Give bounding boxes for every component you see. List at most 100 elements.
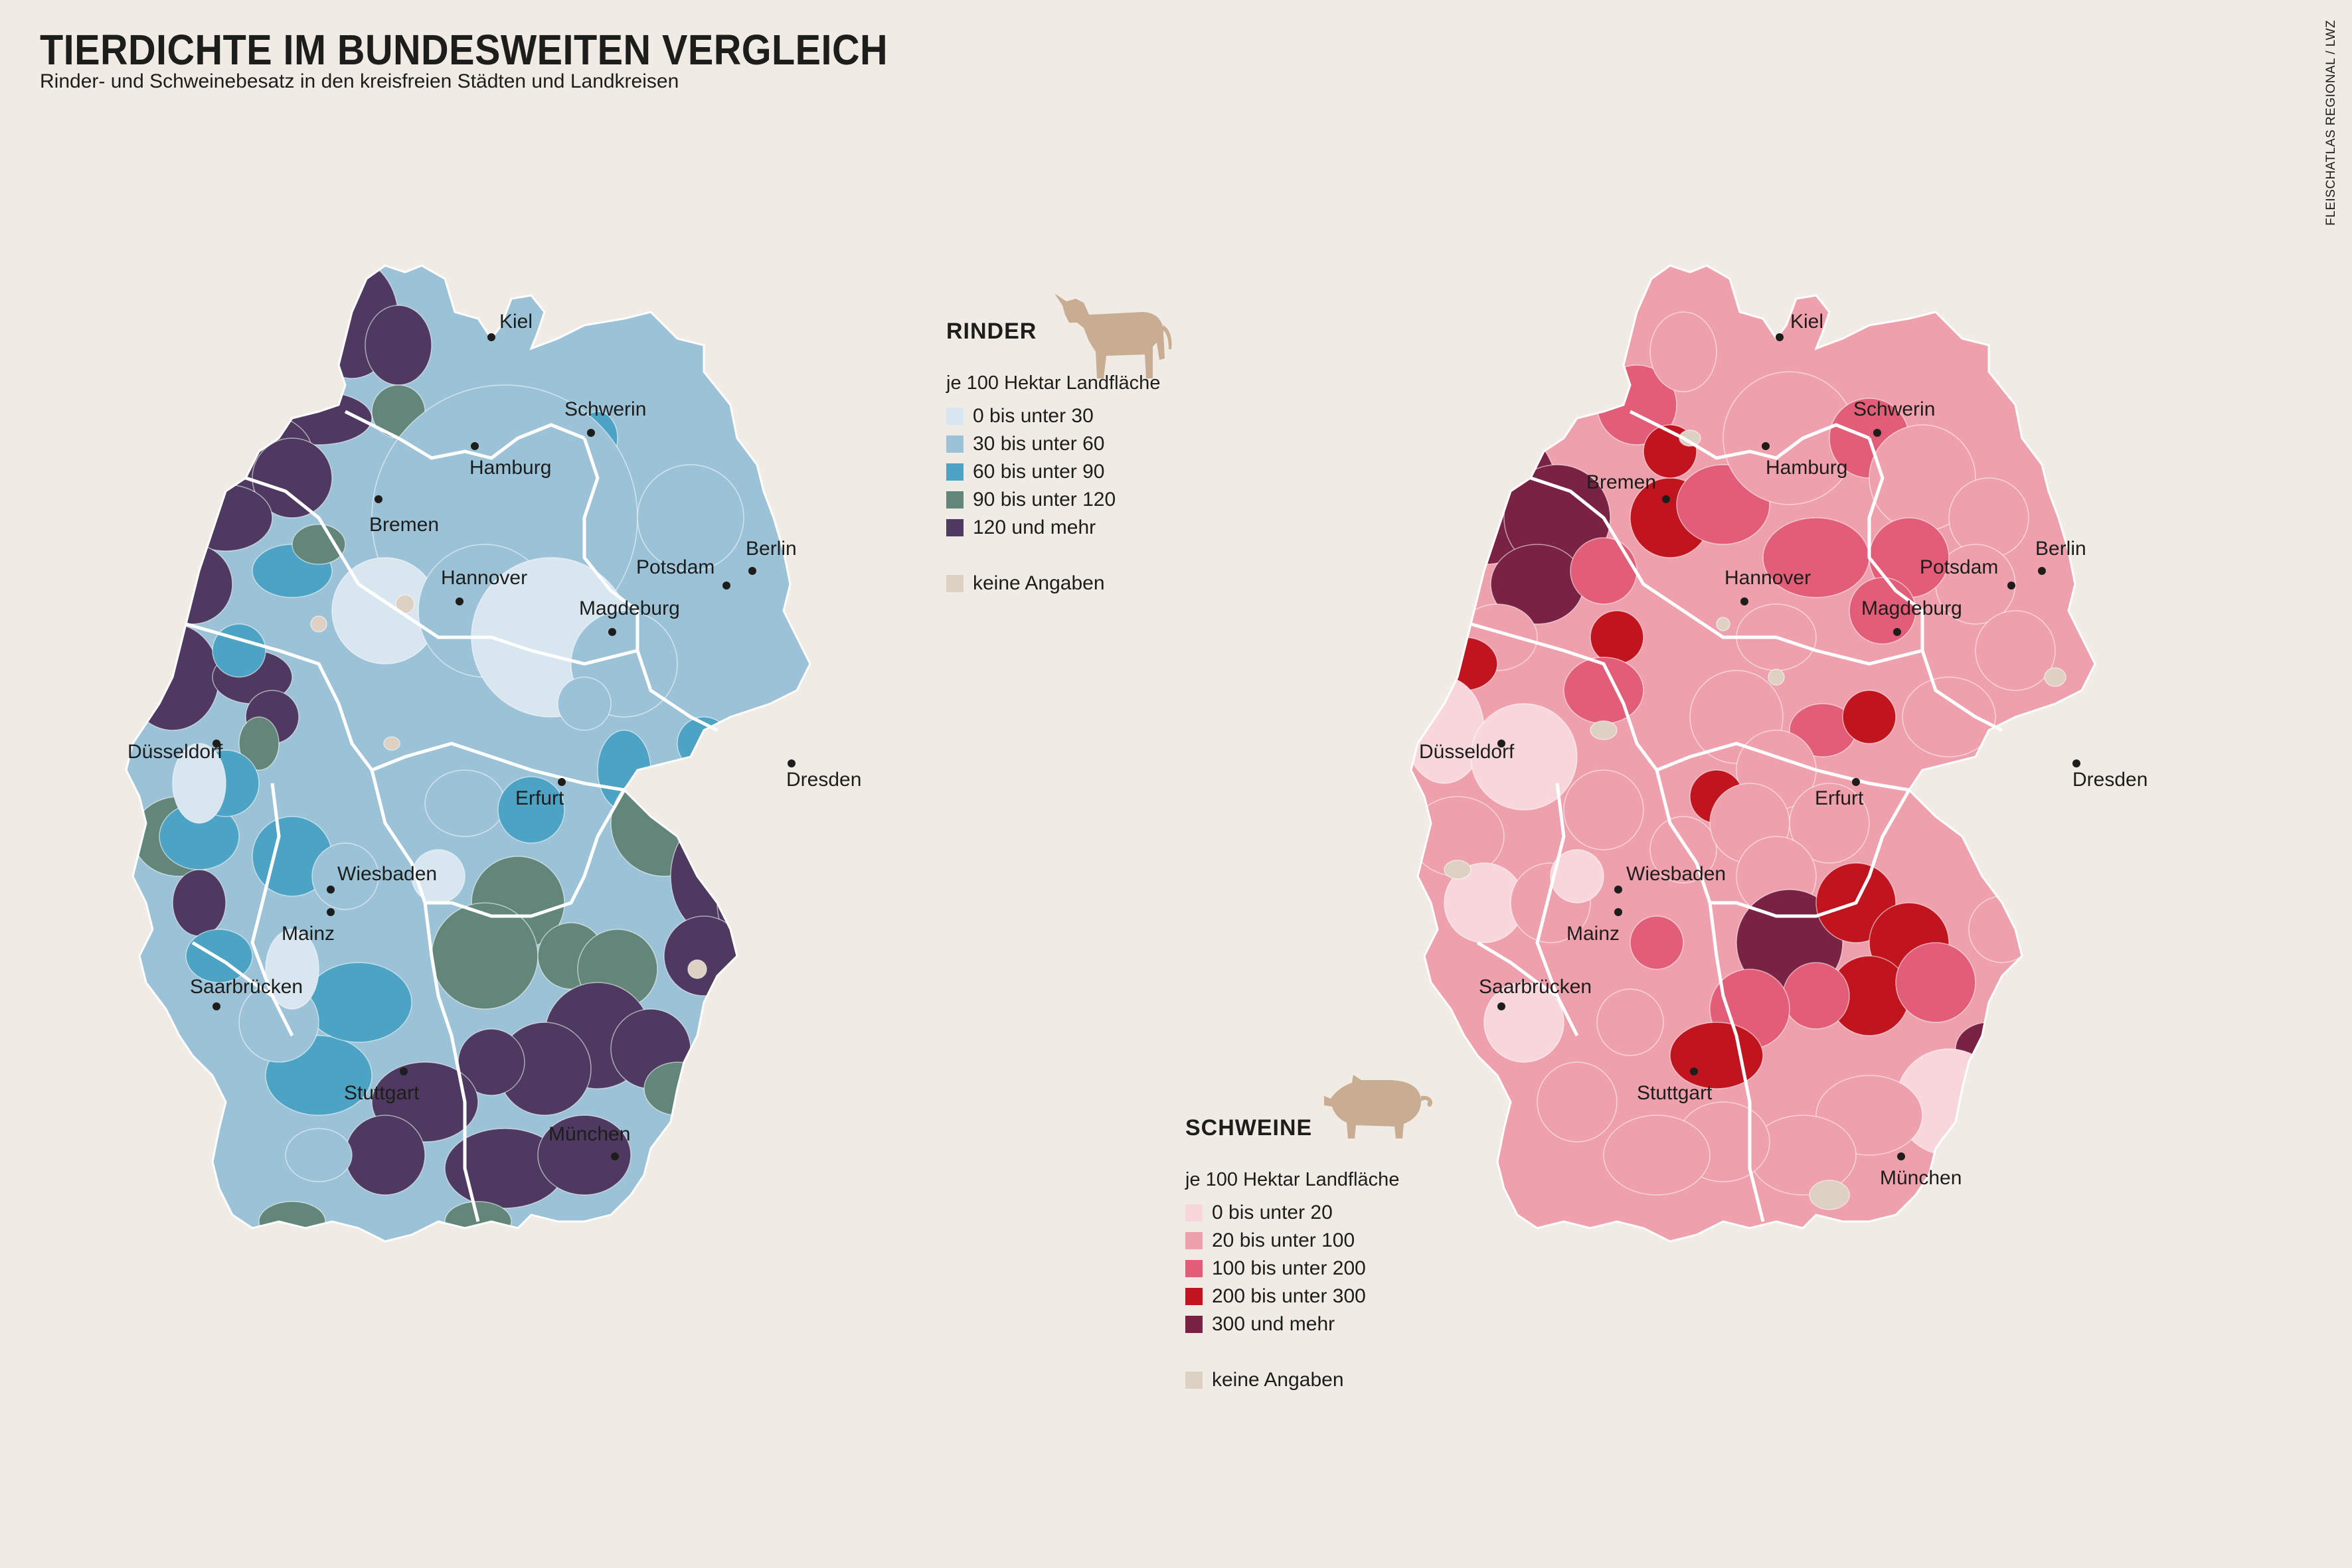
schweine-state-borders <box>1470 410 2003 1222</box>
state-border <box>1710 789 1911 918</box>
city-label: Mainz <box>282 923 335 945</box>
state-border <box>1920 650 2003 732</box>
district-region <box>1975 610 2056 691</box>
district-region <box>1590 720 1618 740</box>
district-region <box>1968 896 2036 963</box>
rinder-legend-item: 120 und mehr <box>946 514 1160 542</box>
legend-label: 300 und mehr <box>1212 1313 1335 1335</box>
district-region <box>1570 537 1638 605</box>
rinder-state-borders <box>185 410 718 1222</box>
city-label: Magdeburg <box>1861 597 1962 619</box>
city-label: Hannover <box>441 567 527 589</box>
city-label: Saarbrücken <box>1479 976 1592 998</box>
district-region <box>1470 703 1578 811</box>
rinder-legend-item: 30 bis unter 60 <box>946 430 1160 458</box>
city-label: Hamburg <box>1766 457 1847 479</box>
city-marker <box>1614 886 1622 894</box>
state-border <box>1470 622 1658 771</box>
district-region <box>1550 849 1604 903</box>
district-region <box>172 743 226 824</box>
district-region <box>663 915 744 996</box>
page-title: TIERDICHTE IM BUNDESWEITEN VERGLEICH <box>40 26 888 74</box>
city-label: Saarbrücken <box>190 976 303 998</box>
city-label: Dresden <box>2072 769 2147 791</box>
city-marker <box>1776 333 1784 341</box>
pig-icon <box>1324 1075 1433 1138</box>
district-region <box>365 305 432 386</box>
city-marker <box>1897 1152 1905 1160</box>
state-border <box>250 783 294 1037</box>
state-border <box>635 650 718 732</box>
city-marker <box>788 759 796 767</box>
district-region <box>1470 272 1551 366</box>
city-marker <box>456 597 463 605</box>
legend-label: 90 bis unter 120 <box>973 489 1116 510</box>
district-region <box>1483 982 1564 1063</box>
schweine-legend-item: 300 und mehr <box>1185 1310 1399 1338</box>
legend-swatch <box>1185 1204 1203 1221</box>
legend-label: 120 und mehr <box>973 516 1096 538</box>
rinder-legend: RINDER je 100 Hektar Landfläche 0 bis un… <box>946 319 1160 597</box>
city-label: Kiel <box>1790 311 1823 333</box>
city-label: Wiesbaden <box>337 863 437 885</box>
legend-swatch <box>946 575 964 592</box>
state-border <box>191 941 274 998</box>
state-border <box>1656 742 1910 792</box>
city-label: Düsseldorf <box>127 741 223 763</box>
city-marker <box>400 1067 408 1075</box>
legend-swatch <box>946 463 964 481</box>
legend-label: keine Angaben <box>1212 1369 1344 1391</box>
cow-icon <box>1054 293 1172 378</box>
district-region <box>537 1115 631 1196</box>
city-marker <box>1690 1067 1698 1075</box>
city-marker <box>327 886 335 894</box>
city-marker <box>327 908 335 916</box>
district-region <box>1995 982 2076 1063</box>
city-marker <box>471 442 479 450</box>
district-region <box>1948 477 2029 558</box>
city-label: München <box>548 1123 630 1145</box>
district-region <box>1716 617 1730 631</box>
city-label: Kiel <box>499 311 533 333</box>
city-marker <box>1762 442 1770 450</box>
legend-swatch <box>946 435 964 453</box>
schweine-map: Kiel Schwerin Bremen Hamburg Potsdam Berlin Ha… <box>1410 264 2147 1243</box>
city-marker <box>1740 597 1748 605</box>
district-region <box>1530 345 1584 386</box>
district-region <box>1842 690 1896 744</box>
district-region <box>637 464 744 572</box>
city-label: Hamburg <box>469 457 551 479</box>
district-region <box>285 1128 353 1182</box>
district-region <box>1649 311 1717 392</box>
schweine-legend-heading: SCHWEINE <box>1185 1115 1313 1140</box>
city-marker <box>1893 628 1901 636</box>
district-region <box>1430 637 1498 691</box>
district-region <box>1444 860 1471 880</box>
city-label: Berlin <box>746 538 797 560</box>
city-label: Düsseldorf <box>1419 741 1515 763</box>
district-region <box>497 776 565 844</box>
legend-swatch <box>946 491 964 509</box>
city-marker <box>1662 495 1670 503</box>
schweine-legend: SCHWEINE je 100 Hektar Landfläche 0 bis … <box>1185 1115 1399 1394</box>
legend-label: 0 bis unter 20 <box>1212 1202 1333 1223</box>
state-border <box>1629 410 1870 460</box>
district-region <box>1809 1180 1850 1210</box>
city-marker <box>1614 908 1622 916</box>
district-region <box>431 902 539 1010</box>
state-border <box>1867 437 1924 651</box>
city-marker <box>611 1152 619 1160</box>
district-region <box>1679 430 1701 447</box>
legend-label: 200 bis unter 300 <box>1212 1285 1366 1307</box>
city-label: Potsdam <box>1920 556 1998 578</box>
city-marker <box>1852 778 1860 786</box>
district-region <box>152 544 233 625</box>
state-border <box>245 476 638 666</box>
city-marker <box>1497 1002 1505 1010</box>
city-marker <box>212 740 220 747</box>
city-marker <box>212 1002 220 1010</box>
city-marker <box>587 429 595 437</box>
district-region <box>383 736 400 751</box>
district-region <box>1563 769 1644 850</box>
legend-swatch <box>1185 1232 1203 1249</box>
